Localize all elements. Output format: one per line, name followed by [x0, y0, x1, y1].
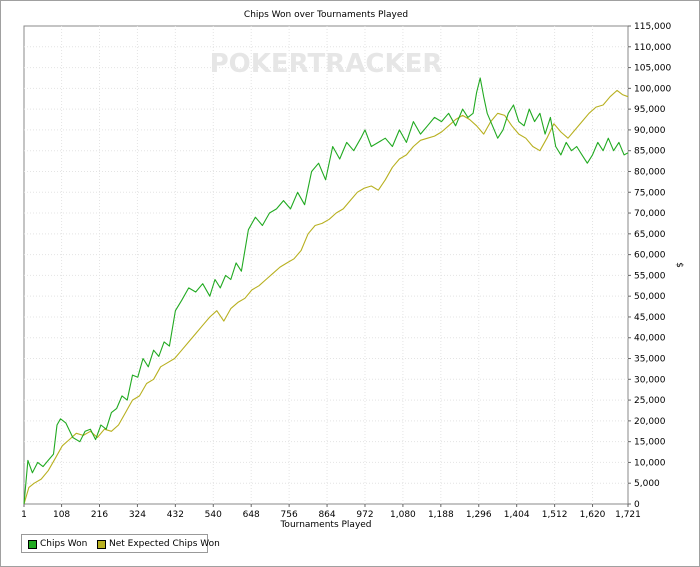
legend: Chips Won Net Expected Chips Won	[21, 534, 220, 553]
x-tick-label: 972	[356, 510, 373, 520]
x-tick-label: 1,296	[466, 510, 492, 520]
y-axis-label: $	[674, 262, 684, 268]
x-tick-label: 108	[53, 510, 70, 520]
x-tick-label: 216	[91, 510, 108, 520]
y-tick-label: 80,000	[634, 167, 666, 177]
y-axis: 0 5,000 10,000 15,000 20,000 25,000 30,000 35,0…	[628, 22, 671, 510]
y-tick-label: 30,000	[634, 375, 666, 385]
x-tick-label: 1	[21, 510, 27, 520]
x-tick-label: 1,721	[615, 510, 641, 520]
x-tick-label: 1,080	[390, 510, 416, 520]
legend-label-chips-won: Chips Won	[40, 539, 88, 549]
x-tick-label: 1,188	[428, 510, 454, 520]
x-axis: 1 108 216 324 432 540 648 756 864 972 1,080 1,188 1,…	[21, 504, 641, 520]
legend-swatch-chips-won	[28, 540, 37, 549]
x-tick-label: 1,620	[580, 510, 606, 520]
x-tick-label: 540	[205, 510, 222, 520]
y-tick-label: 25,000	[634, 396, 666, 406]
y-tick-label: 20,000	[634, 417, 666, 427]
y-tick-label: 35,000	[634, 355, 666, 365]
y-tick-label: 55,000	[634, 271, 666, 281]
plot-area	[23, 25, 629, 505]
y-tick-label: 0	[634, 500, 640, 510]
x-tick-label: 1,512	[542, 510, 568, 520]
legend-label-net-expected: Net Expected Chips Won	[109, 539, 220, 549]
y-tick-label: 15,000	[634, 438, 666, 448]
y-tick-label: 65,000	[634, 230, 666, 240]
y-tick-label: 85,000	[634, 147, 666, 157]
x-tick-label: 432	[167, 510, 184, 520]
x-tick-label: 1,404	[504, 510, 530, 520]
x-tick-label: 324	[129, 510, 146, 520]
x-axis-label: Tournaments Played	[279, 520, 371, 530]
series-line-net-expected-chips-won	[23, 89, 629, 505]
x-tick-label: 756	[281, 510, 298, 520]
y-tick-label: 10,000	[634, 458, 666, 468]
watermark-logo: POKERTRACKER	[210, 49, 443, 79]
y-tick-label: 60,000	[634, 251, 666, 261]
legend-swatch-net-expected	[97, 540, 106, 549]
series-layer	[23, 77, 629, 505]
y-tick-label: 40,000	[634, 334, 666, 344]
y-tick-label: 45,000	[634, 313, 666, 323]
chart-title: Chips Won over Tournaments Played	[244, 10, 408, 20]
y-tick-label: 105,000	[634, 64, 671, 74]
x-tick-label: 648	[243, 510, 260, 520]
y-tick-label: 110,000	[634, 43, 671, 53]
series-line-chips-won	[23, 77, 629, 505]
y-tick-label: 115,000	[634, 22, 671, 32]
y-tick-label: 50,000	[634, 292, 666, 302]
y-tick-label: 5,000	[634, 479, 660, 489]
y-tick-label: 95,000	[634, 105, 666, 115]
y-tick-label: 100,000	[634, 84, 671, 94]
y-tick-label: 90,000	[634, 126, 666, 136]
x-tick-label: 864	[318, 510, 335, 520]
y-tick-label: 75,000	[634, 188, 666, 198]
y-tick-label: 70,000	[634, 209, 666, 219]
